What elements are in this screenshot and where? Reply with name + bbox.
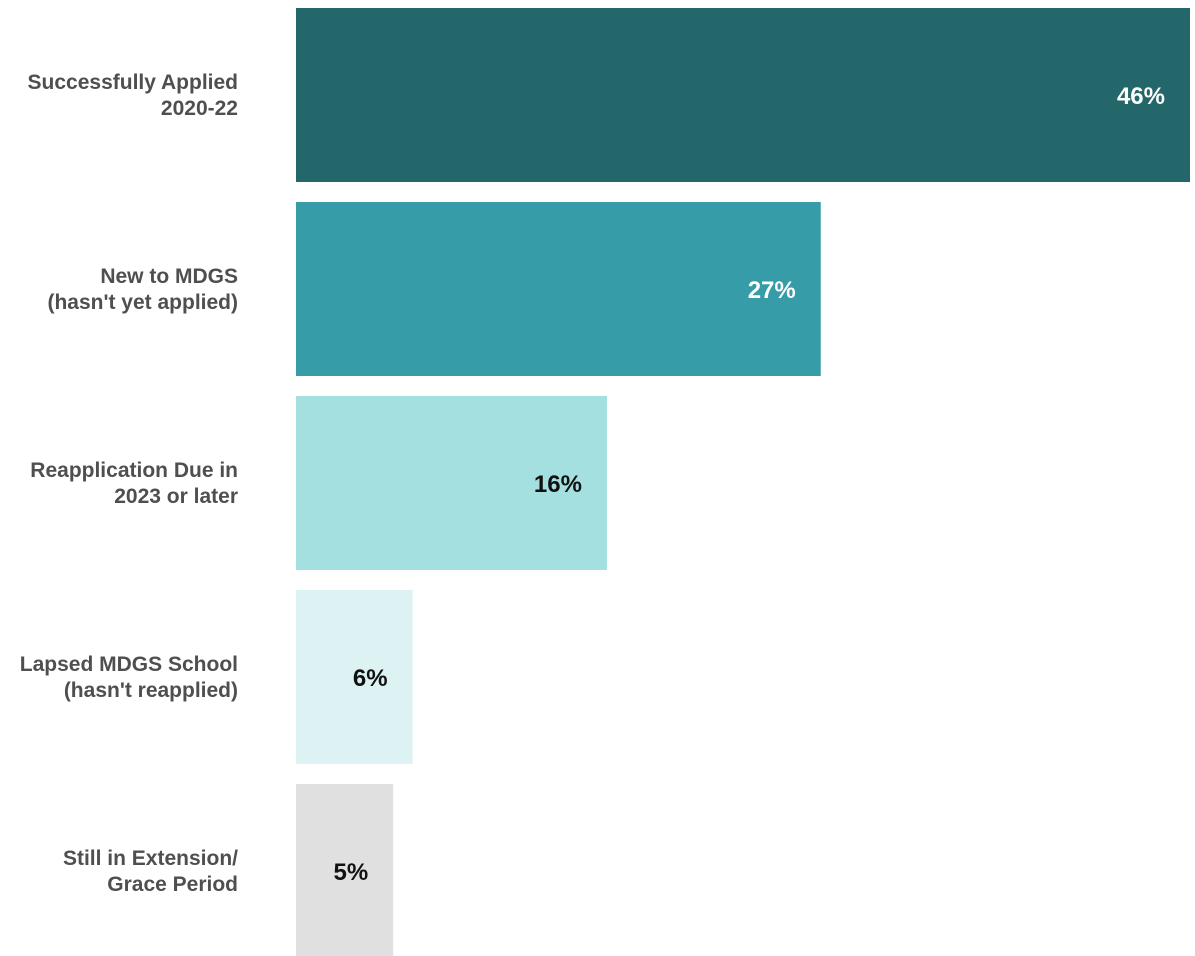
bar-0 — [296, 8, 1190, 182]
category-label-2: Reapplication Due in 2023 or later — [30, 459, 238, 508]
category-label-1: New to MDGS (hasn't yet applied) — [47, 265, 238, 314]
category-label-0: Successfully Applied 2020-22 — [28, 71, 238, 120]
category-label-1-line-1: (hasn't yet applied) — [47, 291, 238, 314]
category-label-1-line-0: New to MDGS — [100, 265, 238, 288]
data-label-4: 5% — [333, 859, 368, 886]
data-label-3: 6% — [353, 665, 388, 692]
category-label-2-line-0: Reapplication Due in — [30, 459, 238, 482]
category-label-4: Still in Extension/Grace Period — [63, 847, 238, 896]
bar-1 — [296, 202, 821, 376]
category-label-0-line-0: Successfully Applied — [28, 71, 238, 94]
bar-2 — [296, 396, 607, 570]
category-label-3-line-1: (hasn't reapplied) — [64, 679, 238, 702]
data-label-2: 16% — [534, 471, 582, 498]
category-label-3-line-0: Lapsed MDGS School — [20, 653, 238, 676]
data-label-1: 27% — [748, 277, 796, 304]
bar-3 — [296, 590, 413, 764]
bar-4 — [296, 784, 394, 956]
data-label-0: 46% — [1117, 83, 1165, 110]
category-label-0-line-1: 2020-22 — [161, 97, 238, 120]
category-label-4-line-0: Still in Extension/ — [63, 847, 238, 870]
category-label-2-line-1: 2023 or later — [114, 485, 238, 508]
category-label-4-line-1: Grace Period — [107, 873, 238, 896]
category-label-3: Lapsed MDGS School (hasn't reapplied) — [20, 653, 238, 702]
